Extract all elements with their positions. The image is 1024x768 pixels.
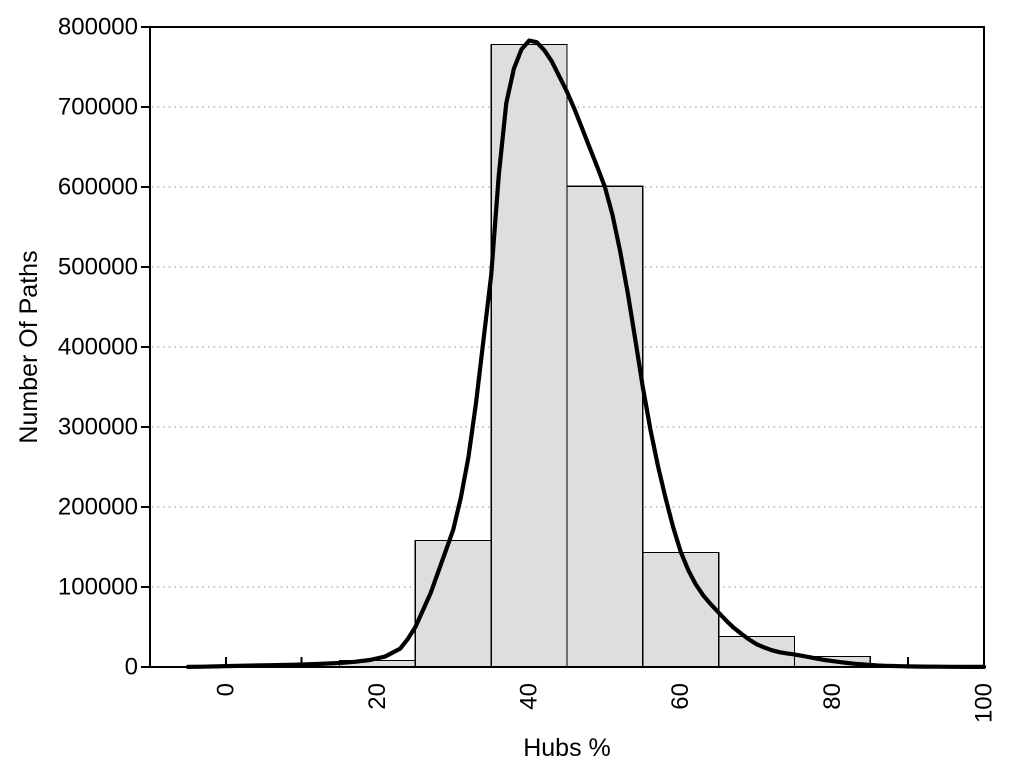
y-axis-title: Number Of Paths (15, 250, 43, 443)
x-tick-label: 0 (212, 683, 239, 696)
tick-labels: 0 100000 200000 300000 400000 500000 600000 700… (58, 14, 998, 724)
y-tick-label: 500000 (58, 254, 138, 281)
x-axis-title: Hubs % (523, 734, 611, 762)
histogram-bar (490, 43, 568, 668)
x-tick-label: 100 (971, 683, 998, 723)
y-tick-label: 100000 (58, 574, 138, 601)
y-tick-label: 800000 (58, 14, 138, 41)
plot-frame (149, 26, 985, 668)
histogram-bar (566, 185, 644, 668)
histogram-bar (642, 551, 720, 668)
x-tick-label: 20 (364, 683, 391, 710)
x-tick-label: 80 (819, 683, 846, 710)
histogram-bars (338, 43, 947, 668)
y-tick-label: 200000 (58, 494, 138, 521)
y-tick-label: 400000 (58, 334, 138, 361)
y-tick-label: 0 (125, 654, 138, 681)
y-tick-label: 300000 (58, 414, 138, 441)
density-curve (185, 38, 987, 669)
x-tick-label: 60 (667, 683, 694, 710)
y-tick-label: 700000 (58, 94, 138, 121)
y-tick-label: 600000 (58, 174, 138, 201)
x-tick-label: 40 (516, 683, 543, 710)
density-curve-line (185, 38, 987, 669)
